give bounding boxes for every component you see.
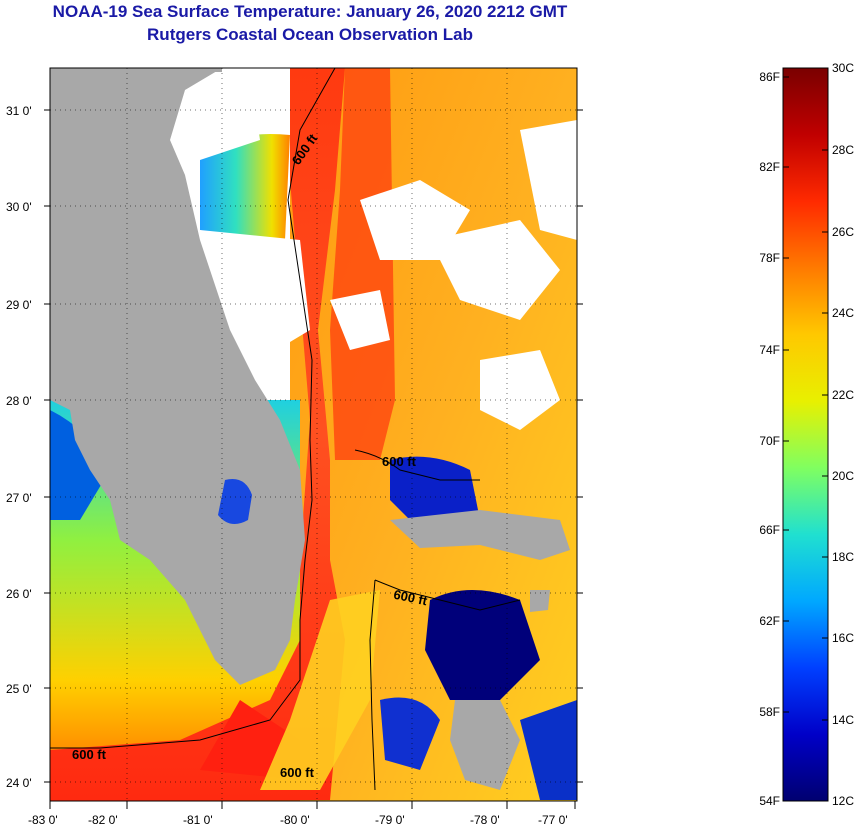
colorbar-f-label: 62F bbox=[759, 614, 780, 628]
grand-bahama-island bbox=[390, 510, 570, 560]
straits-yellow-water bbox=[260, 590, 380, 790]
isobath-600ft-little-bahama bbox=[354, 449, 480, 481]
colorbar-c-label: 28C bbox=[832, 143, 854, 157]
great-bahama-bank-cold bbox=[425, 590, 540, 700]
gulf-cool-water bbox=[50, 410, 110, 520]
colorbar-f-label: 86F bbox=[759, 70, 780, 84]
colorbar bbox=[782, 67, 829, 802]
lon-label: -82 0' bbox=[88, 813, 118, 827]
cloud-offshore-2 bbox=[430, 220, 560, 320]
colorbar-f-label: 70F bbox=[759, 434, 780, 448]
lat-label: 24 0' bbox=[6, 776, 32, 790]
colorbar-c-label: 20C bbox=[832, 469, 854, 483]
georgia-coast-land bbox=[50, 68, 222, 72]
colorbar-c-label: 16C bbox=[832, 631, 854, 645]
lon-label: -79 0' bbox=[375, 813, 405, 827]
cloud-nearshore bbox=[200, 230, 310, 360]
lat-label: 27 0' bbox=[6, 491, 32, 505]
cloud-offshore-4 bbox=[480, 350, 560, 430]
isobath-label: 600 ft bbox=[72, 747, 107, 762]
colorbar-f-label: 82F bbox=[759, 160, 780, 174]
colorbar-c-label: 30C bbox=[832, 61, 854, 75]
warm-core-band bbox=[330, 68, 395, 460]
colorbar-c-label: 12C bbox=[832, 794, 854, 808]
little-bahama-bank-cold bbox=[390, 456, 480, 530]
lat-label: 25 0' bbox=[6, 682, 32, 696]
lon-label: -83 0' bbox=[28, 813, 58, 827]
colorbar-f-label: 58F bbox=[759, 705, 780, 719]
colorbar-c-label: 22C bbox=[832, 388, 854, 402]
lat-label: 26 0' bbox=[6, 587, 32, 601]
cloud-offshore-3 bbox=[330, 290, 390, 350]
isobath-600ft-great-bahama bbox=[374, 579, 521, 611]
abaco-island bbox=[530, 590, 550, 612]
cloud-east bbox=[520, 120, 577, 240]
isobath-600ft-straits bbox=[369, 579, 376, 791]
map-frame bbox=[49, 67, 578, 802]
map-subtitle: Rutgers Coastal Ocean Observation Lab bbox=[147, 25, 473, 44]
lon-label: -81 0' bbox=[183, 813, 213, 827]
exuma-cold-water bbox=[520, 700, 577, 800]
colorbar-c-label: 26C bbox=[832, 225, 854, 239]
lat-label: 28 0' bbox=[6, 394, 32, 408]
lat-label: 31 0' bbox=[6, 104, 32, 118]
colorbar-f-label: 66F bbox=[759, 523, 780, 537]
isobath-label: 600 ft bbox=[382, 454, 417, 469]
lon-label: -78 0' bbox=[470, 813, 500, 827]
colorbar-c-label: 24C bbox=[832, 306, 854, 320]
lon-label: -80 0' bbox=[280, 813, 310, 827]
colorbar-c-label: 14C bbox=[832, 713, 854, 727]
ne-florida-shelf-sst bbox=[200, 134, 290, 244]
lake-okeechobee bbox=[218, 479, 252, 524]
isobath-label: 600 ft bbox=[280, 765, 315, 780]
andros-cold-water bbox=[380, 697, 440, 770]
isobath-600ft-florida bbox=[50, 68, 336, 749]
map-panel bbox=[50, 68, 577, 801]
lon-label: -77 0' bbox=[538, 813, 568, 827]
map-title: NOAA-19 Sea Surface Temperature: January… bbox=[52, 2, 568, 21]
isobath-label: 600 ft bbox=[392, 587, 429, 609]
andros-island bbox=[450, 700, 520, 790]
lat-label: 29 0' bbox=[6, 298, 32, 312]
graticule bbox=[50, 68, 577, 801]
colorbar-f-label: 78F bbox=[759, 251, 780, 265]
axis-ticks bbox=[44, 109, 583, 809]
florida-peninsula-land bbox=[50, 68, 305, 685]
colorbar-f-label: 54F bbox=[759, 794, 780, 808]
lat-label: 30 0' bbox=[6, 200, 32, 214]
colorbar-ticks bbox=[783, 67, 828, 721]
colorbar-f-label: 74F bbox=[759, 343, 780, 357]
colorbar-c-label: 18C bbox=[832, 550, 854, 564]
